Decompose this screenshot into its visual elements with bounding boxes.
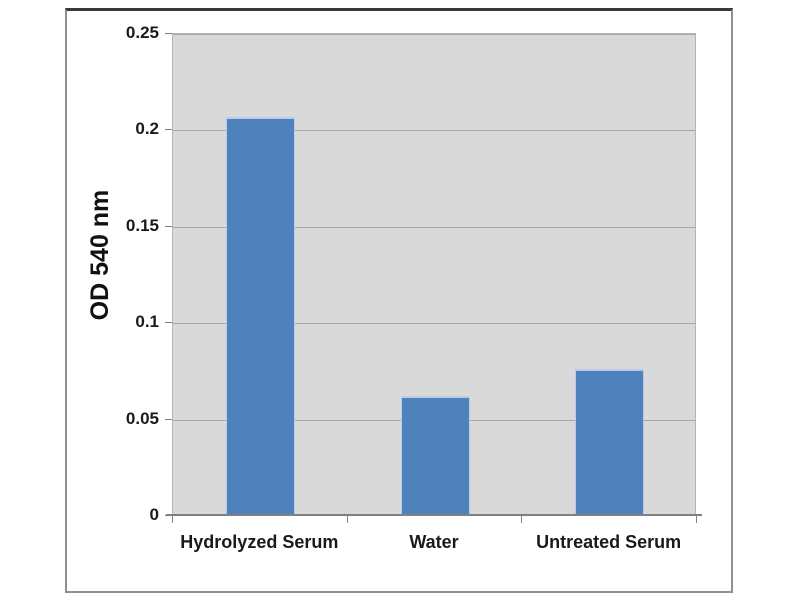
- x-category-label: Water: [409, 532, 459, 552]
- bar-hydrolyzed-serum: [225, 116, 295, 516]
- gridline: [173, 323, 695, 325]
- y-tick-label: 0.1: [135, 312, 159, 332]
- x-axis-line: [166, 514, 702, 516]
- y-tick-label: 0.2: [135, 119, 159, 139]
- gridline: [173, 34, 695, 35]
- x-tick-mark: [696, 515, 697, 523]
- y-tick-mark: [165, 418, 172, 420]
- x-tick-mark: [172, 515, 173, 523]
- plot-area: [172, 33, 696, 516]
- y-tick-mark: [165, 129, 172, 131]
- y-tick-label: 0.15: [125, 215, 159, 235]
- bar-water: [400, 396, 470, 516]
- bar-untreated-serum: [575, 369, 645, 516]
- gridline: [173, 130, 695, 132]
- gridline: [173, 226, 695, 228]
- x-category-label: Untreated Serum: [536, 532, 682, 552]
- x-tick-mark: [346, 515, 348, 523]
- y-tick-label: 0.05: [125, 408, 159, 428]
- x-category-label: Hydrolyzed Serum: [180, 532, 339, 552]
- chart-frame: OD 540 nm 0 0.05 0.1 0.15 0.2 0.25 Hydrolyzed…: [65, 8, 733, 593]
- y-tick-label: 0: [149, 505, 159, 524]
- x-tick-mark: [521, 515, 523, 523]
- y-tick-mark: [165, 322, 172, 324]
- y-tick-label: 0.25: [125, 23, 159, 42]
- y-tick-mark: [165, 33, 172, 34]
- y-tick-mark: [165, 225, 172, 227]
